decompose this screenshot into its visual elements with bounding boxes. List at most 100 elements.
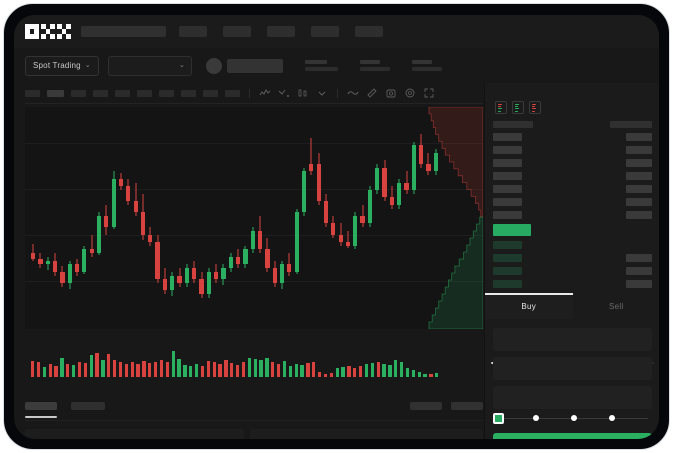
- volume-bar: [382, 363, 386, 377]
- depth-overlay: [426, 107, 483, 329]
- candle: [118, 107, 124, 329]
- orderbook-row-bid[interactable]: [493, 241, 652, 249]
- tab-sell[interactable]: Sell: [573, 293, 660, 319]
- timeframe-button[interactable]: [25, 89, 40, 97]
- bottom-panel-right[interactable]: [250, 429, 483, 439]
- orders-tab-open[interactable]: [25, 402, 57, 418]
- order-amount-slider[interactable]: [493, 413, 652, 425]
- candle-body: [228, 256, 233, 269]
- candle-body: [353, 216, 358, 246]
- indicator-icon[interactable]: [259, 87, 271, 99]
- order-price-field[interactable]: [493, 328, 652, 351]
- candle-body: [206, 271, 211, 295]
- candle: [301, 107, 307, 329]
- candle: [126, 107, 131, 329]
- gear-icon[interactable]: [404, 87, 416, 99]
- candle-body: [38, 258, 43, 265]
- timeframe-button[interactable]: [181, 89, 196, 97]
- nav-item-1[interactable]: [179, 26, 207, 37]
- slider-stop-50[interactable]: [571, 415, 577, 421]
- candle-body: [389, 197, 394, 205]
- slider-handle[interactable]: [493, 413, 504, 424]
- volume-bar: [312, 361, 316, 377]
- timeframe-button[interactable]: [93, 89, 108, 97]
- okx-logo-icon[interactable]: [25, 24, 71, 39]
- candle: [294, 107, 299, 329]
- line-chart-icon[interactable]: [347, 87, 359, 99]
- candle-body: [74, 264, 80, 272]
- orderbook-row-ask[interactable]: [493, 211, 652, 219]
- spot-trading-selector[interactable]: Spot Trading ⌄: [25, 55, 99, 76]
- submit-buy-button[interactable]: [493, 433, 652, 439]
- orders-action-1[interactable]: [410, 402, 442, 410]
- volume-bar: [318, 371, 322, 377]
- candle: [433, 107, 438, 329]
- orders-action-2[interactable]: [451, 402, 483, 410]
- orderbook-row-bid[interactable]: [493, 267, 652, 275]
- candle: [155, 107, 160, 329]
- orders-tab-history[interactable]: [71, 402, 105, 410]
- chevron-down-icon: ⌄: [84, 62, 91, 69]
- orderbook-both-icon[interactable]: [495, 101, 507, 114]
- volume-bar: [236, 365, 240, 377]
- candle-body: [345, 242, 351, 246]
- candle: [111, 107, 116, 329]
- candle: [389, 107, 394, 329]
- timeframe-button-active[interactable]: [47, 89, 64, 97]
- chevron-down-icon[interactable]: [316, 87, 328, 99]
- orders-separator: [25, 420, 483, 421]
- candle-body: [323, 201, 329, 224]
- slider-stop-75[interactable]: [609, 415, 615, 421]
- last-price-value: [226, 58, 283, 73]
- candlestick-icon[interactable]: [297, 87, 309, 99]
- candle-body: [199, 279, 204, 295]
- fullscreen-icon[interactable]: [423, 87, 435, 99]
- nav-item-5[interactable]: [355, 26, 383, 37]
- timeframe-button[interactable]: [203, 89, 218, 97]
- bottom-panel-left[interactable]: [25, 429, 244, 439]
- orderbook-asks-icon[interactable]: [529, 101, 541, 114]
- timeframe-button[interactable]: [137, 89, 152, 97]
- orderbook-row-bid[interactable]: [493, 254, 652, 262]
- orderbook-row-ask[interactable]: [493, 185, 652, 193]
- candlestick-chart[interactable]: [25, 107, 483, 329]
- orderbook-sidebar: Buy Sell: [484, 83, 659, 439]
- orderbook-row-ask[interactable]: [493, 146, 652, 154]
- volume-bar: [89, 355, 93, 377]
- candle: [331, 107, 336, 329]
- trading-pair-select[interactable]: ⌄: [107, 55, 192, 76]
- volume-bar: [376, 361, 380, 377]
- order-total-field[interactable]: [493, 386, 652, 409]
- candle-body: [170, 275, 175, 291]
- timeframe-button[interactable]: [71, 89, 86, 97]
- compare-icon[interactable]: [278, 87, 290, 99]
- orderbook-bids-icon[interactable]: [512, 101, 524, 114]
- candle-body: [411, 145, 416, 190]
- timeframe-button[interactable]: [225, 89, 240, 97]
- orderbook-row-ask[interactable]: [493, 198, 652, 206]
- slider-stop-25[interactable]: [533, 415, 539, 421]
- toolbar-divider: [337, 88, 338, 98]
- nav-item-3[interactable]: [267, 26, 295, 37]
- tab-buy[interactable]: Buy: [485, 293, 573, 319]
- volume-bar: [423, 373, 427, 377]
- timeframe-button[interactable]: [115, 89, 130, 97]
- orderbook-row-ask[interactable]: [493, 172, 652, 180]
- timeframe-button[interactable]: [159, 89, 174, 97]
- active-tab-underline: [25, 416, 57, 418]
- nav-item-4[interactable]: [311, 26, 339, 37]
- candle: [228, 107, 233, 329]
- volume-bar: [341, 367, 345, 377]
- chart-gridline: [25, 281, 483, 282]
- orderbook-row-bid[interactable]: [493, 280, 652, 288]
- camera-icon[interactable]: [385, 87, 397, 99]
- nav-primary[interactable]: [81, 26, 166, 37]
- ruler-icon[interactable]: [366, 87, 378, 99]
- candle-body: [52, 260, 58, 272]
- orderbook-row-ask[interactable]: [493, 159, 652, 167]
- candle: [397, 107, 402, 329]
- nav-item-2[interactable]: [223, 26, 251, 37]
- pair-coin-icon: [205, 57, 222, 74]
- orderbook-row-ask[interactable]: [493, 133, 652, 141]
- order-amount-field[interactable]: [493, 357, 652, 380]
